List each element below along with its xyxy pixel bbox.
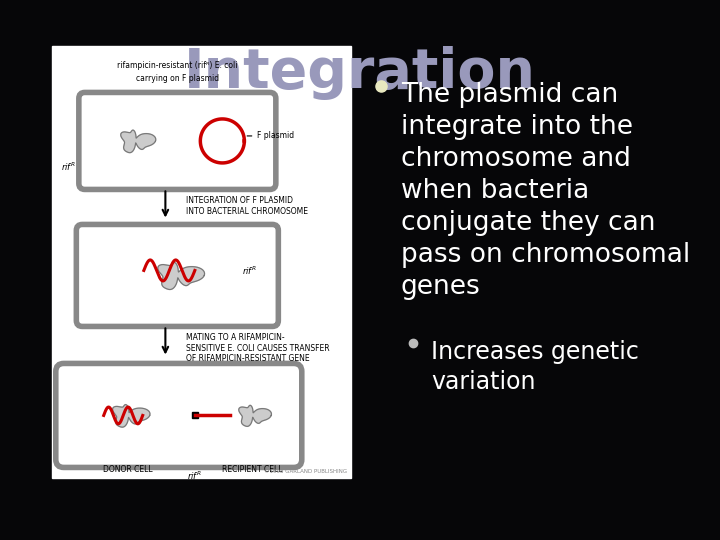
Text: ©1998 GARLAND PUBLISHING: ©1998 GARLAND PUBLISHING	[264, 469, 346, 474]
Text: carrying on F plasmid: carrying on F plasmid	[136, 74, 219, 83]
Polygon shape	[112, 404, 150, 427]
Text: RECIPIENT CELL: RECIPIENT CELL	[222, 465, 283, 474]
Text: Increases genetic
variation: Increases genetic variation	[431, 340, 639, 394]
Text: $rif^R$: $rif^R$	[60, 161, 76, 173]
Text: MATING TO A RIFAMPICIN-
SENSITIVE E. COLI CAUSES TRANSFER
OF RIFAMPICIN-RESISTAN: MATING TO A RIFAMPICIN- SENSITIVE E. COL…	[186, 333, 330, 363]
Polygon shape	[239, 406, 271, 427]
Text: $rif^R$: $rif^R$	[187, 469, 202, 482]
Bar	[52, 46, 351, 478]
FancyBboxPatch shape	[76, 225, 279, 327]
FancyBboxPatch shape	[78, 92, 276, 190]
FancyBboxPatch shape	[55, 363, 302, 468]
Polygon shape	[121, 130, 156, 153]
Polygon shape	[158, 262, 204, 289]
Text: F plasmid: F plasmid	[247, 131, 294, 140]
Text: The plasmid can
integrate into the
chromosome and
when bacteria
conjugate they c: The plasmid can integrate into the chrom…	[401, 83, 690, 300]
Text: rifampicin-resistant (rifᴿ) E. coli: rifampicin-resistant (rifᴿ) E. coli	[117, 61, 238, 70]
Text: Integration: Integration	[184, 46, 536, 100]
Text: DONOR CELL: DONOR CELL	[104, 465, 153, 474]
Text: INTEGRATION OF F PLASMID
INTO BACTERIAL CHROMOSOME: INTEGRATION OF F PLASMID INTO BACTERIAL …	[186, 197, 308, 216]
Text: $rif^R$: $rif^R$	[243, 264, 257, 276]
